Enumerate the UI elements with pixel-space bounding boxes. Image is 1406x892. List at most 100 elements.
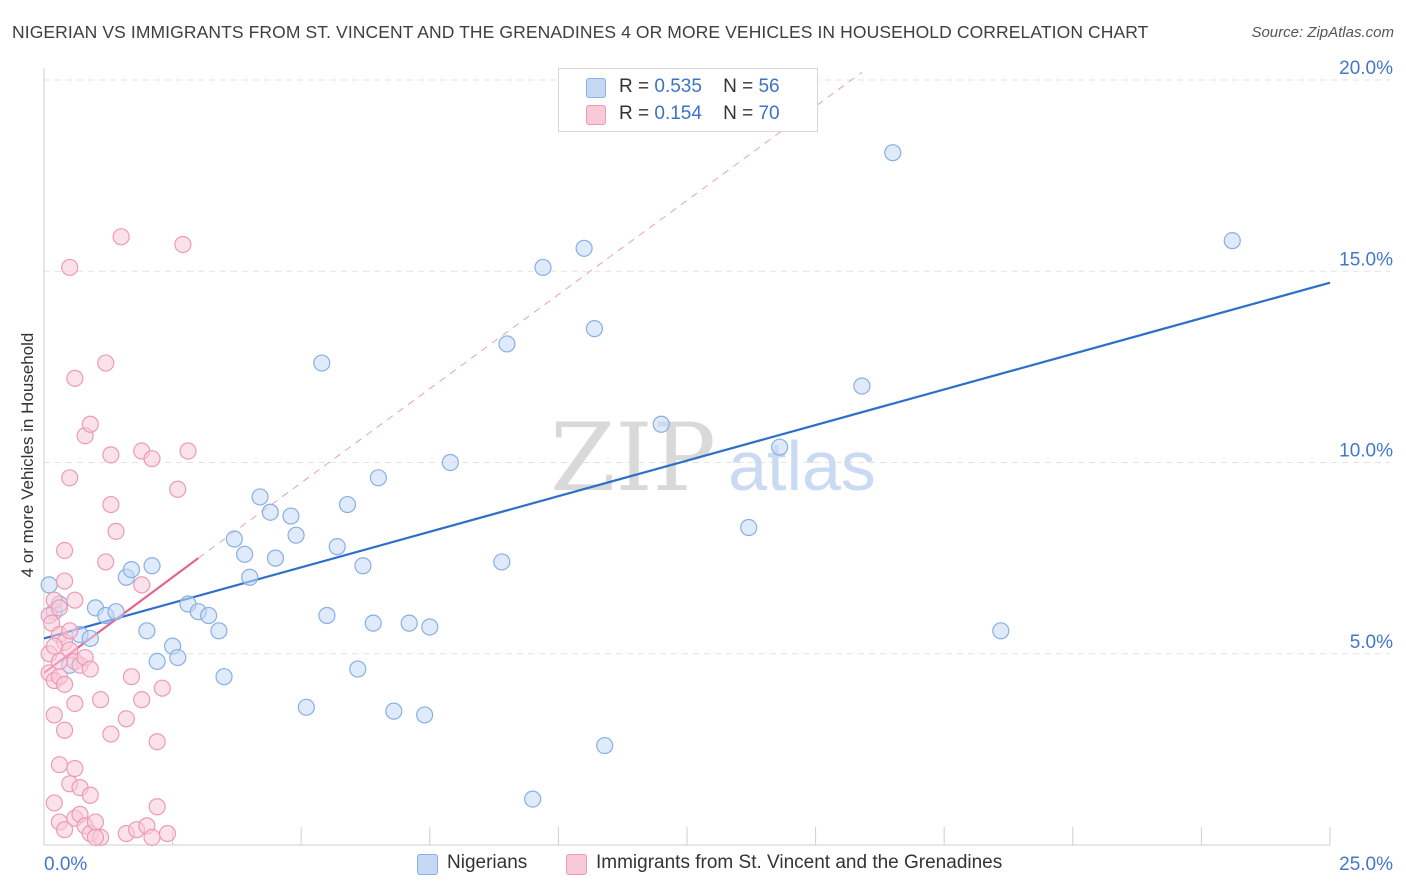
point-immigrants bbox=[45, 794, 63, 812]
point-nigerians bbox=[210, 622, 228, 640]
point-nigerians bbox=[338, 495, 357, 514]
tick-labels: 5.0% 10.0% 15.0% 20.0% 0.0% 25.0% bbox=[44, 58, 1393, 875]
legend-r-label: R = bbox=[619, 103, 650, 124]
point-immigrants bbox=[81, 786, 99, 804]
point-nigerians bbox=[328, 538, 346, 556]
watermark: ZIP atlas bbox=[550, 404, 876, 513]
point-immigrants bbox=[153, 679, 171, 697]
legend-r-value: 0.154 bbox=[654, 103, 702, 124]
point-nigerians bbox=[148, 652, 166, 671]
y-tick-label: 15.0% bbox=[1339, 249, 1393, 270]
point-nigerians bbox=[143, 557, 161, 575]
point-immigrants bbox=[66, 369, 84, 387]
point-nigerians bbox=[236, 545, 254, 563]
point-immigrants bbox=[66, 759, 84, 778]
point-immigrants bbox=[55, 675, 74, 693]
point-immigrants bbox=[97, 354, 115, 372]
point-immigrants bbox=[50, 599, 69, 617]
watermark-atlas: atlas bbox=[728, 427, 876, 505]
point-immigrants bbox=[148, 733, 166, 751]
point-immigrants bbox=[179, 442, 197, 460]
point-immigrants bbox=[61, 469, 79, 487]
series-swatch-blue bbox=[417, 854, 438, 875]
point-nigerians bbox=[200, 606, 218, 625]
series-legend-label: Nigerians bbox=[447, 852, 528, 873]
point-immigrants bbox=[81, 660, 99, 678]
point-nigerians bbox=[122, 560, 141, 579]
legend-n-value: 56 bbox=[758, 76, 780, 97]
point-nigerians bbox=[1223, 232, 1241, 250]
point-immigrants bbox=[122, 668, 141, 686]
point-nigerians bbox=[225, 530, 243, 548]
point-nigerians bbox=[349, 660, 367, 678]
point-nigerians bbox=[251, 488, 269, 506]
point-nigerians bbox=[266, 549, 285, 567]
point-nigerians bbox=[169, 648, 187, 667]
legend-n-value: 70 bbox=[758, 103, 780, 124]
point-immigrants bbox=[107, 522, 125, 540]
stats-legend: R = 0.535 N = 56 R = 0.154 N = 70 bbox=[558, 68, 818, 132]
point-immigrants bbox=[112, 228, 130, 246]
point-nigerians bbox=[596, 736, 614, 755]
point-immigrants bbox=[102, 495, 120, 514]
legend-n-label: N = bbox=[723, 76, 754, 97]
watermark-zip: ZIP bbox=[550, 404, 716, 513]
trend-line-nigerians bbox=[43, 281, 1331, 640]
grid-lines bbox=[44, 79, 1390, 655]
point-nigerians bbox=[534, 258, 552, 277]
point-immigrants bbox=[81, 415, 99, 433]
point-immigrants bbox=[158, 824, 177, 843]
point-immigrants bbox=[133, 576, 151, 594]
series-legend: Nigerians Immigrants from St. Vincent an… bbox=[0, 852, 1406, 878]
point-nigerians bbox=[313, 354, 331, 372]
point-nigerians bbox=[81, 629, 99, 648]
point-nigerians bbox=[524, 790, 542, 808]
point-nigerians bbox=[261, 503, 279, 521]
point-nigerians bbox=[498, 335, 516, 353]
point-nigerians bbox=[364, 614, 382, 632]
point-nigerians bbox=[354, 557, 372, 575]
legend-n-label: N = bbox=[723, 103, 754, 124]
point-immigrants bbox=[102, 725, 120, 743]
point-nigerians bbox=[493, 553, 511, 571]
point-immigrants bbox=[169, 480, 187, 498]
point-immigrants bbox=[97, 553, 115, 571]
point-nigerians bbox=[441, 453, 459, 472]
axes bbox=[43, 68, 1331, 846]
point-immigrants bbox=[86, 813, 105, 831]
y-tick-label: 10.0% bbox=[1339, 441, 1393, 462]
point-nigerians bbox=[652, 415, 670, 433]
point-nigerians bbox=[297, 698, 315, 716]
point-immigrants bbox=[55, 721, 74, 739]
x-tick-label: 0.0% bbox=[44, 854, 87, 875]
point-immigrants bbox=[86, 828, 105, 846]
x-tick-label: 25.0% bbox=[1339, 854, 1393, 875]
point-nigerians bbox=[575, 239, 593, 257]
trend-lines bbox=[43, 71, 1331, 674]
y-tick-label: 5.0% bbox=[1350, 632, 1393, 653]
point-immigrants bbox=[45, 706, 63, 724]
legend-swatch-blue bbox=[586, 78, 606, 98]
point-nigerians bbox=[107, 603, 125, 621]
point-nigerians bbox=[992, 622, 1010, 640]
point-immigrants bbox=[55, 821, 74, 839]
point-nigerians bbox=[369, 469, 387, 487]
point-immigrants bbox=[55, 541, 74, 560]
point-immigrants bbox=[174, 235, 192, 254]
point-immigrants bbox=[66, 591, 84, 609]
point-nigerians bbox=[416, 706, 434, 724]
point-immigrants bbox=[66, 694, 84, 713]
point-immigrants bbox=[133, 691, 151, 709]
point-nigerians bbox=[287, 526, 305, 544]
point-immigrants bbox=[91, 691, 110, 709]
point-nigerians bbox=[215, 668, 233, 686]
point-nigerians bbox=[770, 438, 789, 456]
point-nigerians bbox=[40, 576, 58, 594]
point-immigrants bbox=[61, 258, 79, 277]
point-nigerians bbox=[318, 606, 336, 625]
point-nigerians bbox=[853, 377, 871, 395]
point-immigrants bbox=[148, 798, 166, 816]
point-immigrants bbox=[102, 446, 120, 464]
point-immigrants bbox=[143, 450, 161, 468]
